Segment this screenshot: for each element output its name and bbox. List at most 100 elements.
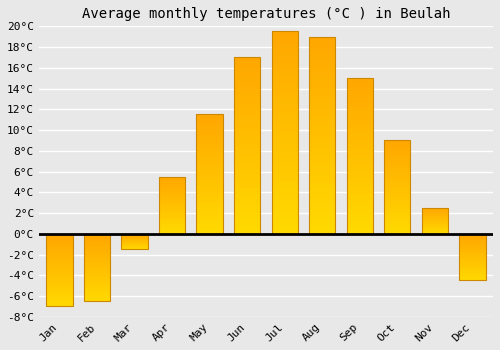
Bar bbox=[422, 227, 448, 228]
Bar bbox=[46, 244, 72, 245]
Bar bbox=[159, 226, 185, 227]
Bar bbox=[309, 56, 336, 60]
Bar bbox=[309, 104, 336, 108]
Bar bbox=[346, 168, 373, 172]
Bar bbox=[234, 100, 260, 103]
Bar bbox=[384, 161, 410, 163]
Bar bbox=[272, 40, 298, 44]
Bar bbox=[196, 184, 223, 186]
Bar bbox=[346, 134, 373, 137]
Bar bbox=[422, 229, 448, 230]
Bar bbox=[234, 188, 260, 191]
Bar bbox=[384, 211, 410, 213]
Bar bbox=[384, 154, 410, 155]
Bar bbox=[234, 117, 260, 121]
Bar bbox=[422, 228, 448, 229]
Bar bbox=[460, 252, 485, 253]
Bar bbox=[309, 80, 336, 84]
Bar bbox=[196, 155, 223, 158]
Bar bbox=[159, 199, 185, 201]
Bar bbox=[159, 184, 185, 185]
Bar bbox=[234, 170, 260, 174]
Bar bbox=[272, 173, 298, 177]
Bar bbox=[346, 209, 373, 212]
Bar bbox=[346, 78, 373, 234]
Bar bbox=[84, 284, 110, 285]
Bar bbox=[84, 240, 110, 242]
Bar bbox=[234, 68, 260, 71]
Bar bbox=[346, 231, 373, 234]
Bar bbox=[46, 305, 72, 307]
Bar bbox=[309, 143, 336, 147]
Bar bbox=[346, 221, 373, 224]
Bar bbox=[460, 241, 485, 242]
Bar bbox=[460, 266, 485, 267]
Bar bbox=[460, 262, 485, 263]
Bar bbox=[460, 253, 485, 254]
Bar bbox=[460, 246, 485, 247]
Bar bbox=[460, 257, 485, 258]
Bar bbox=[46, 292, 72, 293]
Bar bbox=[460, 239, 485, 240]
Bar bbox=[234, 82, 260, 86]
Bar bbox=[309, 49, 336, 52]
Bar bbox=[196, 196, 223, 198]
Bar bbox=[460, 265, 485, 266]
Bar bbox=[234, 181, 260, 184]
Bar bbox=[384, 191, 410, 193]
Bar bbox=[460, 263, 485, 264]
Bar bbox=[384, 217, 410, 219]
Bar bbox=[460, 235, 485, 236]
Bar bbox=[272, 181, 298, 185]
Bar bbox=[422, 231, 448, 232]
Bar bbox=[46, 283, 72, 285]
Bar bbox=[84, 251, 110, 253]
Bar bbox=[196, 231, 223, 234]
Bar bbox=[196, 203, 223, 205]
Bar bbox=[196, 158, 223, 160]
Bar bbox=[159, 188, 185, 189]
Bar bbox=[384, 180, 410, 182]
Bar bbox=[46, 253, 72, 254]
Bar bbox=[234, 139, 260, 142]
Bar bbox=[234, 75, 260, 78]
Bar bbox=[84, 289, 110, 290]
Bar bbox=[196, 198, 223, 201]
Bar bbox=[460, 243, 485, 244]
Bar bbox=[460, 247, 485, 248]
Bar bbox=[422, 232, 448, 233]
Bar bbox=[346, 190, 373, 193]
Bar bbox=[84, 293, 110, 294]
Bar bbox=[46, 286, 72, 288]
Bar bbox=[196, 229, 223, 231]
Bar bbox=[384, 232, 410, 234]
Bar bbox=[46, 243, 72, 244]
Bar bbox=[384, 198, 410, 200]
Bar bbox=[422, 218, 448, 219]
Bar bbox=[84, 234, 110, 301]
Bar bbox=[84, 238, 110, 239]
Bar bbox=[460, 261, 485, 262]
Bar bbox=[272, 72, 298, 76]
Bar bbox=[84, 234, 110, 235]
Bar bbox=[159, 197, 185, 198]
Bar bbox=[84, 264, 110, 265]
Bar bbox=[422, 211, 448, 212]
Bar bbox=[234, 195, 260, 198]
Bar bbox=[272, 96, 298, 100]
Bar bbox=[460, 240, 485, 241]
Bar bbox=[159, 191, 185, 193]
Bar bbox=[309, 147, 336, 151]
Bar bbox=[309, 155, 336, 159]
Bar bbox=[159, 209, 185, 210]
Bar bbox=[272, 185, 298, 189]
Bar bbox=[460, 236, 485, 237]
Bar bbox=[272, 177, 298, 181]
Bar bbox=[346, 140, 373, 143]
Bar bbox=[384, 185, 410, 187]
Bar bbox=[422, 209, 448, 210]
Bar bbox=[309, 190, 336, 194]
Bar bbox=[84, 256, 110, 257]
Bar bbox=[84, 277, 110, 278]
Bar bbox=[384, 140, 410, 234]
